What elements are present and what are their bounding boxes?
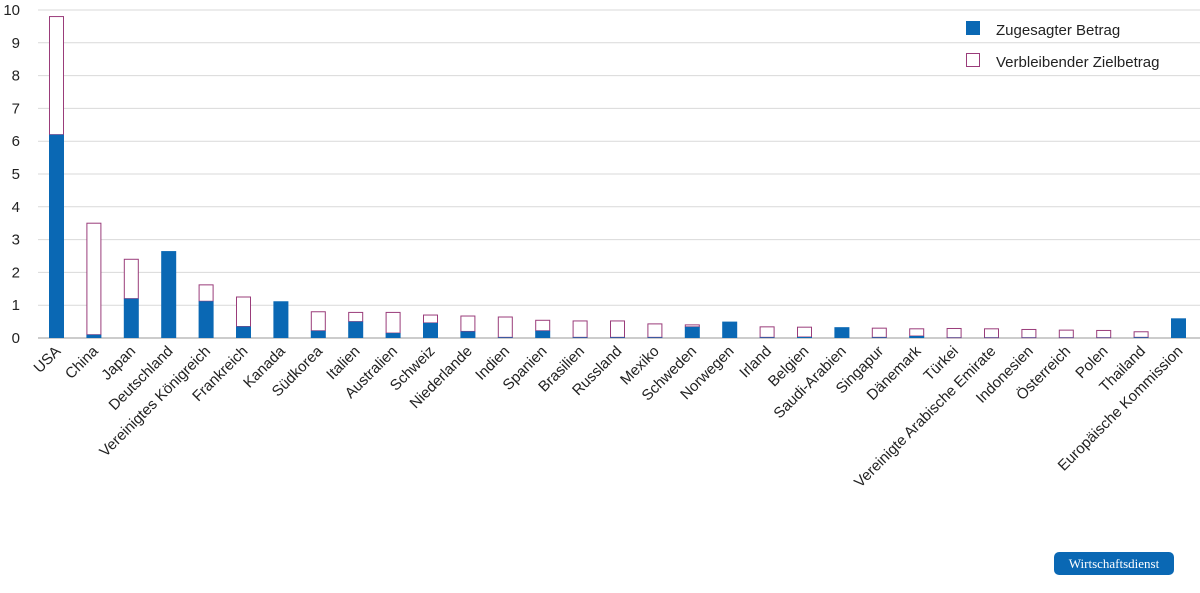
bar-committed: [460, 331, 476, 338]
bar-committed: [759, 337, 775, 338]
legend-swatch-remaining: [966, 53, 980, 67]
bar-remaining: [348, 311, 364, 323]
bar-committed: [722, 321, 738, 338]
bar-committed: [348, 321, 364, 338]
y-axis-ticks: 0 1 2 3 4 5 6 7 8 9 10: [3, 2, 20, 347]
bar-remaining: [385, 311, 401, 334]
bar-committed: [610, 337, 625, 338]
bar-committed: [1171, 318, 1186, 338]
y-tick-label: 10: [3, 2, 20, 19]
bar-remaining: [1021, 328, 1037, 339]
bars: [49, 16, 1186, 339]
bar-remaining: [310, 311, 326, 332]
bar-committed: [273, 301, 289, 338]
bar-remaining: [1133, 331, 1149, 338]
bar-committed: [797, 337, 812, 338]
bar-remaining: [610, 320, 625, 338]
bar-committed: [123, 298, 139, 338]
bar-remaining: [797, 326, 812, 338]
bar-remaining: [684, 324, 700, 328]
bar-committed: [497, 337, 513, 338]
legend-label-remaining: Verbleibender Zielbetrag: [996, 54, 1159, 71]
publisher-badge: Wirtschaftsdienst: [1054, 552, 1174, 575]
bar-remaining: [535, 319, 551, 332]
bar-remaining: [123, 258, 139, 300]
y-tick-label: 3: [12, 232, 20, 249]
legend: Zugesagter Betrag Verbleibender Zielbetr…: [966, 21, 1159, 71]
bar-remaining: [871, 327, 887, 338]
bar-remaining: [984, 328, 999, 339]
y-tick-label: 7: [12, 100, 20, 117]
bar-committed: [684, 326, 700, 338]
bar-remaining: [423, 314, 438, 324]
bar-remaining: [236, 296, 251, 328]
bar-remaining: [86, 222, 102, 336]
bar-committed: [49, 134, 64, 338]
bar-committed: [572, 337, 588, 338]
bar-committed: [161, 251, 177, 338]
y-tick-label: 8: [12, 68, 20, 85]
legend-swatch-committed: [966, 21, 980, 35]
bar-remaining: [497, 316, 513, 338]
bar-committed: [236, 326, 251, 338]
bar-remaining: [49, 16, 64, 136]
bar-committed: [310, 330, 326, 338]
bar-committed: [198, 301, 214, 338]
bar-committed: [423, 322, 438, 338]
y-tick-label: 5: [12, 166, 20, 183]
bar-remaining: [946, 327, 962, 339]
bar-remaining: [572, 320, 588, 338]
x-category-label: USA: [30, 343, 64, 377]
bar-committed: [871, 337, 887, 338]
legend-label-committed: Zugesagter Betrag: [996, 22, 1120, 39]
bar-committed: [385, 333, 401, 338]
bar-committed: [1133, 337, 1149, 338]
grid-lines: [38, 9, 1200, 339]
y-tick-label: 6: [12, 133, 20, 150]
bar-remaining: [198, 284, 214, 302]
bar-committed: [834, 327, 850, 338]
y-tick-label: 4: [12, 199, 20, 216]
bar-remaining: [647, 323, 663, 338]
bar-committed: [535, 330, 551, 338]
y-tick-label: 1: [12, 297, 20, 314]
bar-remaining: [759, 326, 775, 338]
bar-remaining: [909, 328, 925, 337]
bar-remaining: [1058, 329, 1074, 339]
bar-remaining: [1096, 329, 1112, 339]
x-category-label: China: [62, 342, 102, 382]
bar-committed: [86, 334, 102, 338]
y-tick-label: 2: [12, 264, 20, 281]
bar-committed: [647, 337, 663, 338]
y-tick-label: 9: [12, 35, 20, 52]
bar-committed: [909, 336, 925, 338]
y-tick-label: 0: [12, 330, 20, 347]
bar-remaining: [460, 315, 476, 332]
